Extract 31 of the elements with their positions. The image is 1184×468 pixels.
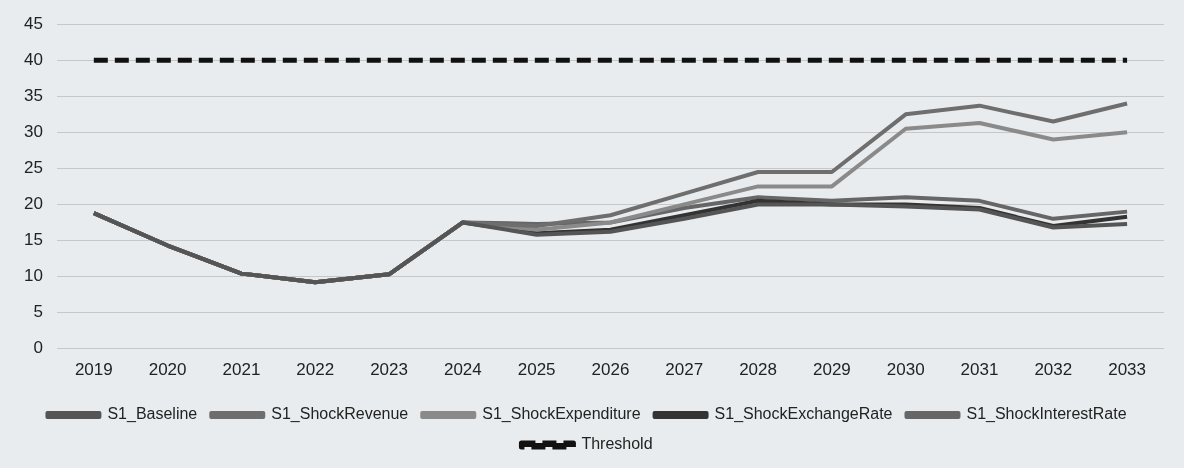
x-tick-label: 2025 <box>517 360 556 380</box>
y-tick-label: 15 <box>23 230 43 250</box>
y-tick-label: 20 <box>23 194 43 214</box>
x-tick-label: 2024 <box>443 360 482 380</box>
x-tick-label: 2019 <box>74 360 113 380</box>
legend-label: S1_ShockExpenditure <box>482 405 641 424</box>
x-tick-label: 2029 <box>812 360 851 380</box>
y-tick-label: 0 <box>33 338 43 358</box>
legend-label: S1_ShockRevenue <box>271 405 409 424</box>
x-tick-label: 2032 <box>1034 360 1073 380</box>
x-tick-label: 2031 <box>960 360 999 380</box>
x-tick-label: 2022 <box>296 360 335 380</box>
y-tick-label: 5 <box>33 302 43 322</box>
x-tick-label: 2020 <box>148 360 187 380</box>
x-tick-label: 2027 <box>665 360 704 380</box>
x-tick-label: 2028 <box>739 360 777 380</box>
x-tick-label: 2026 <box>591 360 630 380</box>
legend-label: S1_ShockExchangeRate <box>714 405 893 424</box>
legend-label: Threshold <box>581 435 653 453</box>
x-tick-label: 2030 <box>886 360 925 380</box>
x-tick-label: 2023 <box>370 360 408 380</box>
y-tick-label: 30 <box>23 122 43 142</box>
y-tick-label: 25 <box>23 158 43 178</box>
y-tick-label: 10 <box>23 266 43 286</box>
legend-label: S1_ShockInterestRate <box>966 405 1127 424</box>
y-tick-label: 40 <box>23 49 43 69</box>
x-tick-label: 2021 <box>222 360 261 380</box>
y-tick-label: 45 <box>23 13 43 33</box>
y-tick-label: 35 <box>23 85 43 105</box>
legend-label: S1_Baseline <box>107 405 198 424</box>
x-tick-label: 2033 <box>1108 360 1147 380</box>
